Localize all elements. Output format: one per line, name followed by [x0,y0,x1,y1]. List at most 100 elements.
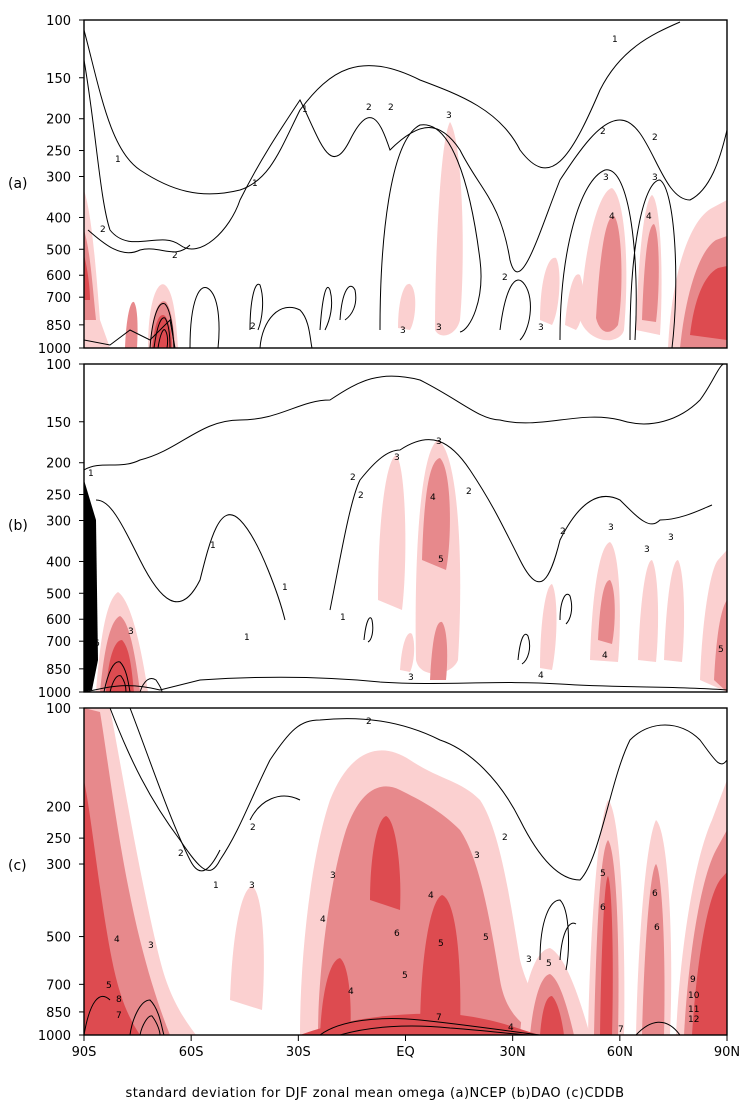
panel-c-contour-4 [319,1018,681,1035]
panel-b-clabel: 2 [560,527,566,537]
panel-c-clabel: 4 [348,987,354,997]
panel-c-clabel: 5 [438,939,444,949]
panel-c-clabel: 7 [116,1011,122,1021]
panel-a: 100 150 200 250 300 400 500 600 700 850 1000 (a) 1… [8,14,728,357]
panel-c-clabel: 9 [690,975,696,985]
panel-a-clabel: 1 [252,179,258,189]
panel-b-clabel: 3 [644,545,650,555]
panel-b-label: (b) [8,518,28,534]
panel-b-field [84,364,727,692]
x-tick-label: 60N [607,1045,633,1060]
panel-b-contour-4 [363,593,573,665]
panel-c: 100 200 250 300 500 700 850 1000 90S 60S 30S EQ 30N… [8,702,740,1060]
panel-c-field [84,708,727,1035]
y-tick-label: 850 [46,1006,71,1021]
y-tick-label: 300 [46,514,71,529]
panel-c-clabel: 7 [618,1025,624,1035]
panel-c-clabel: 6 [600,903,606,913]
panel-b-clabel: 2 [466,487,472,497]
panel-c-contour-2 [129,708,577,971]
panel-c-clabel: 5 [106,981,112,991]
y-tick-label: 500 [46,931,71,946]
panel-b-clabel: 4 [538,671,544,681]
panel-c-clabel: 12 [688,1015,699,1025]
panel-c-clabel: 3 [330,871,336,881]
panel-c-clabel: 2 [366,717,372,727]
panel-b-clabel: 3 [436,437,442,447]
panel-b-shade-88n-2 [714,600,727,692]
y-tick-label: 1000 [38,686,71,701]
panel-c-clabel: 3 [148,941,154,951]
panel-b-clabel: 3 [408,673,414,683]
panel-c-contour-labels: 1 2 2 2 2 3 3 3 3 3 4 4 4 4 4 5 5 5 5 5 … [106,717,700,1035]
panel-b-frame [83,363,728,693]
panel-a-clabel: 1 [115,155,121,165]
panel-b-clabel: 2 [358,491,364,501]
x-tick-label: 60S [179,1045,204,1060]
panel-c-shade-45s [230,886,264,1010]
panel-b-shade-sp-3 [106,640,134,692]
panel-b-shade-eq-4 [400,633,415,672]
panel-a-clabel: 3 [446,111,452,121]
x-tick-label: 90N [714,1045,740,1060]
panel-c-clabel: 3 [526,955,532,965]
x-tick-label: 30S [286,1045,311,1060]
y-tick-label: 500 [46,587,71,602]
panel-c-clabel: 5 [402,971,408,981]
panel-a-clabel: 4 [609,212,615,222]
panel-b-contour-1 [84,364,727,471]
panel-c-clabel: 4 [508,1023,514,1033]
panel-b-clabel: 5 [718,645,724,655]
y-tick-label: 700 [46,978,71,993]
panel-a-contour-4 [189,279,531,348]
panel-a-clabel: 4 [646,212,652,222]
panel-a-clabel: 3 [400,326,406,336]
y-tick-label: 700 [46,635,71,650]
panel-a-clabel: 1 [302,105,308,115]
figure-caption: standard deviation for DJF zonal mean om… [125,1086,624,1101]
y-tick-label: 100 [46,358,71,373]
panel-a-contour-7 [149,303,175,348]
panel-b-clabel: 3 [128,627,134,637]
panel-c-shade-70n-2 [642,864,665,1035]
x-tick-label: 90S [72,1045,97,1060]
y-tick-label: 200 [46,800,71,815]
panel-a-clabel: 2 [172,251,178,261]
y-tick-label: 1000 [38,1029,71,1044]
panel-a-clabel: 2 [250,322,256,332]
panel-b-shade-eq-l [378,455,406,610]
y-tick-label: 150 [46,72,71,87]
panel-b-y-ticks: 100 150 200 250 300 400 500 600 700 850 1000 [38,358,84,701]
y-tick-label: 100 [46,14,71,29]
panel-c-clabel: 5 [600,869,606,879]
panel-c-clabel: 4 [114,935,120,945]
y-tick-label: 500 [46,243,71,258]
panel-a-frame [83,19,728,349]
y-tick-label: 300 [46,170,71,185]
y-tick-label: 700 [46,291,71,306]
panel-a-shade-40n-2 [565,274,584,330]
panel-b-clabel: 1 [210,541,216,551]
panel-c-clabel: 8 [116,995,122,1005]
panel-a-shade-eq [435,122,463,336]
panel-b-clabel: 4 [602,651,608,661]
panel-a-field [84,21,727,348]
panel-b-clabel: 1 [88,469,94,479]
panel-b-shade-eq-3 [430,621,448,680]
panel-c-clabel: 1 [213,881,219,891]
panel-a-shade-85n-3 [690,266,727,340]
panel-b-shade-40n [540,584,557,670]
panel-c-clabel: 4 [320,915,326,925]
y-tick-label: 400 [46,555,71,570]
panel-a-contour-5 [559,169,677,348]
panel-c-clabel: 6 [654,923,660,933]
panel-c-shade-trop-4 [420,895,461,1035]
panel-a-clabel: 3 [603,173,609,183]
panel-a-clabel: 2 [366,103,372,113]
panel-b-clabel: 1 [340,613,346,623]
panel-b-clabel: 5 [438,555,444,565]
panel-a-shade-75s [125,301,138,348]
panel-c-x-ticks: 90S 60S 30S EQ 30N 60N 90N [72,1035,740,1060]
panel-a-clabel: 3 [652,173,658,183]
